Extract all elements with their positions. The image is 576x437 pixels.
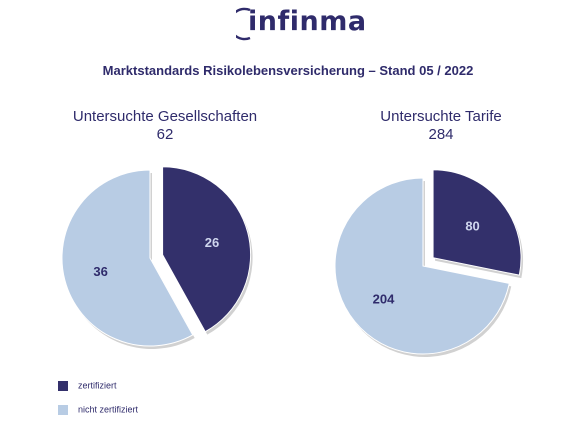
- pie-data-label: 36: [93, 264, 107, 279]
- infinma-logo: [236, 7, 251, 41]
- pie-data-label: 26: [205, 235, 219, 250]
- pie-slice-zertifiziert: [432, 169, 522, 276]
- pie-slice-nicht-zertifiziert: [334, 177, 510, 355]
- chart-title-text: Untersuchte Gesellschaften: [72, 108, 258, 125]
- chart-total: 284: [428, 126, 454, 143]
- legend-swatch-nicht-zertifiziert: [58, 404, 68, 415]
- pie-slice-zertifiziert: [162, 166, 252, 333]
- page-title: Marktstandards Risikolebensversicherung …: [102, 63, 474, 78]
- legend-item-nicht-zertifiziert: nicht zertifiziert: [58, 404, 138, 415]
- chart-title-tarife: Untersuchte Tarife 284: [316, 108, 566, 144]
- pie-1: 80 204: [334, 169, 524, 357]
- chart-title-text: Untersuchte Tarife: [380, 108, 502, 125]
- chart-title-gesellschaften: Untersuchte Gesellschaften 62: [40, 108, 290, 144]
- pie-0: 26 36: [61, 166, 253, 349]
- pie-data-label: 204: [373, 291, 395, 306]
- logo-text: infinma: [248, 6, 367, 37]
- legend-swatch-zertifiziert: [58, 380, 68, 391]
- legend-item-zertifiziert: zertifiziert: [58, 380, 117, 391]
- legend-label: nicht zertifiziert: [78, 404, 139, 415]
- chart-total: 62: [156, 126, 174, 143]
- pie-slice-nicht-zertifiziert: [61, 169, 194, 347]
- pie-data-label: 80: [465, 218, 479, 233]
- legend-label: zertifiziert: [78, 380, 117, 391]
